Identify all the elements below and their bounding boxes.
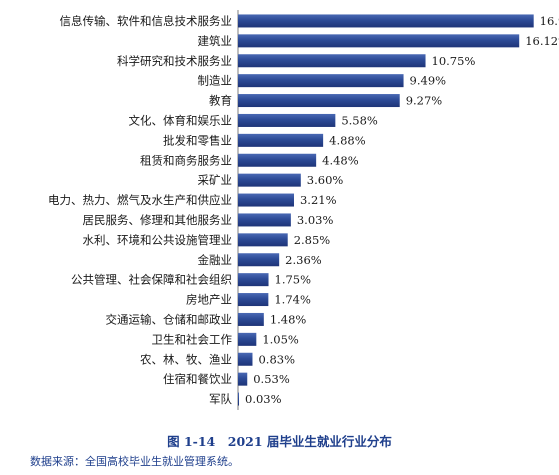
category-label: 采矿业	[198, 173, 233, 187]
value-label: 0.03%	[245, 392, 282, 406]
value-label: 0.53%	[253, 372, 290, 386]
bar	[238, 392, 239, 406]
bar	[238, 74, 404, 88]
chart-title: 图 1-14 2021 届毕业生就业行业分布	[167, 434, 392, 449]
bar	[238, 34, 520, 48]
value-label: 1.48%	[270, 312, 307, 326]
bar	[238, 113, 336, 127]
value-label: 4.48%	[322, 153, 359, 167]
bar	[238, 233, 288, 247]
value-label: 1.74%	[274, 293, 311, 307]
value-label: 9.27%	[406, 94, 443, 108]
value-label: 9.49%	[410, 74, 447, 88]
bar	[238, 253, 280, 267]
bar-chart: 信息传输、软件和信息技术服务业 16.95% 建筑业 16.12% 科学研究和技术服务业…	[48, 10, 559, 410]
category-label: 科学研究和技术服务业	[117, 54, 232, 68]
category-label: 军队	[209, 392, 232, 406]
value-label: 0.83%	[258, 352, 295, 366]
bar	[238, 193, 294, 207]
bar	[238, 14, 534, 28]
value-label: 3.21%	[300, 193, 337, 207]
category-label: 信息传输、软件和信息技术服务业	[60, 14, 233, 28]
bar	[238, 332, 257, 346]
value-label: 16.12%	[525, 34, 559, 48]
value-label: 10.75%	[432, 54, 476, 68]
category-label: 建筑业	[198, 34, 233, 48]
value-label: 1.05%	[262, 332, 299, 346]
category-label: 批发和零售业	[163, 133, 232, 147]
bar	[238, 293, 269, 307]
category-label: 房地产业	[186, 293, 232, 307]
bar	[238, 54, 426, 68]
source-note: 数据来源：全国高校毕业生就业管理系统。	[30, 455, 239, 468]
bar	[238, 352, 253, 366]
value-label: 3.60%	[307, 173, 344, 187]
category-label: 水利、环境和公共设施管理业	[83, 233, 233, 247]
value-label: 16.95%	[540, 14, 559, 28]
bar	[238, 312, 264, 326]
category-label: 卫生和社会工作	[152, 332, 233, 346]
bar	[238, 372, 248, 386]
value-label: 3.03%	[297, 213, 334, 227]
bar	[238, 173, 301, 187]
bar	[238, 153, 317, 167]
value-label: 1.75%	[275, 273, 312, 287]
category-label: 教育	[209, 94, 232, 108]
category-label: 文化、体育和娱乐业	[129, 113, 233, 127]
bar	[238, 273, 269, 287]
category-label: 电力、热力、燃气及水生产和供应业	[48, 193, 232, 207]
bar	[238, 213, 291, 227]
value-label: 2.85%	[294, 233, 331, 247]
category-label: 交通运输、仓储和邮政业	[106, 312, 233, 326]
category-label: 制造业	[198, 74, 233, 88]
category-label: 居民服务、修理和其他服务业	[83, 213, 233, 227]
bar	[238, 133, 324, 147]
bar	[238, 94, 400, 108]
category-label: 住宿和餐饮业	[163, 372, 232, 386]
category-label: 公共管理、社会保障和社会组织	[71, 273, 232, 287]
category-label: 金融业	[198, 253, 233, 267]
value-label: 2.36%	[285, 253, 322, 267]
value-label: 5.58%	[341, 113, 378, 127]
category-label: 租赁和商务服务业	[140, 153, 232, 167]
value-label: 4.88%	[329, 133, 366, 147]
category-label: 农、林、牧、渔业	[140, 352, 232, 366]
